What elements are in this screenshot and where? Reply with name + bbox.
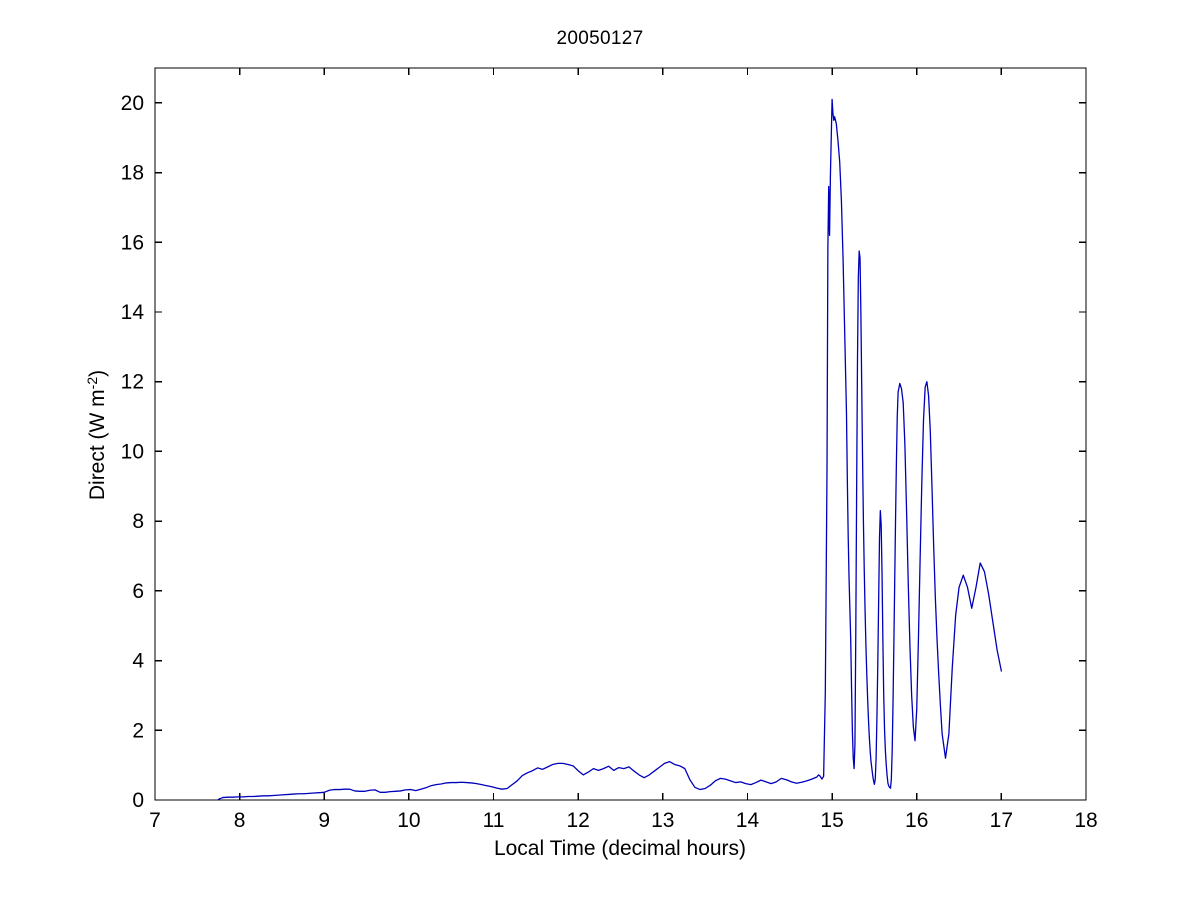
y-tick-label: 10 [121,440,144,463]
y-axis-tick-labels: 0 2 4 6 8 10 12 14 16 18 20 [121,92,145,812]
x-tick-label: 11 [483,809,505,832]
x-tick-label: 14 [736,809,760,832]
x-tick-label: 7 [149,809,161,832]
x-tick-label: 15 [820,809,843,832]
x-tick-label: 10 [397,809,420,832]
y-tick-label: 20 [121,92,144,115]
x-tick-label: 9 [318,809,330,832]
y-axis-label-tail: ) [86,370,109,377]
x-tick-label: 17 [990,809,1013,832]
data-series-direct [217,98,1003,800]
x-tick-label: 12 [567,809,590,832]
x-axis-tick-labels: 7 8 9 10 11 12 13 14 15 16 17 18 [149,809,1098,832]
y-tick-label: 12 [121,371,144,394]
y-tick-label: 6 [132,580,144,603]
y-tick-label: 16 [121,231,144,254]
y-tick-label: 0 [132,789,144,812]
x-tick-label: 18 [1074,809,1097,832]
x-tick-label: 16 [905,809,928,832]
y-axis-label-superscript: -2 [84,377,100,390]
x-axis-ticks [238,68,1003,800]
y-axis-label: Direct (W m-2) [84,370,109,500]
chart-title: 20050127 [556,28,644,49]
y-tick-label: 2 [132,719,144,742]
y-axis-label-main: Direct (W m [86,389,109,500]
y-tick-label: 18 [121,162,144,185]
y-axis-ticks [155,102,1086,801]
y-tick-label: 8 [132,510,144,533]
y-tick-label: 14 [121,301,145,324]
y-tick-label: 4 [132,650,144,673]
axes-box [154,67,1087,801]
x-axis-label: Local Time (decimal hours) [494,837,746,860]
svg-text:Direct (W m-2): Direct (W m-2) [84,370,109,500]
axes-frame [154,67,1087,801]
x-tick-label: 8 [234,809,246,832]
x-tick-label: 13 [651,809,674,832]
